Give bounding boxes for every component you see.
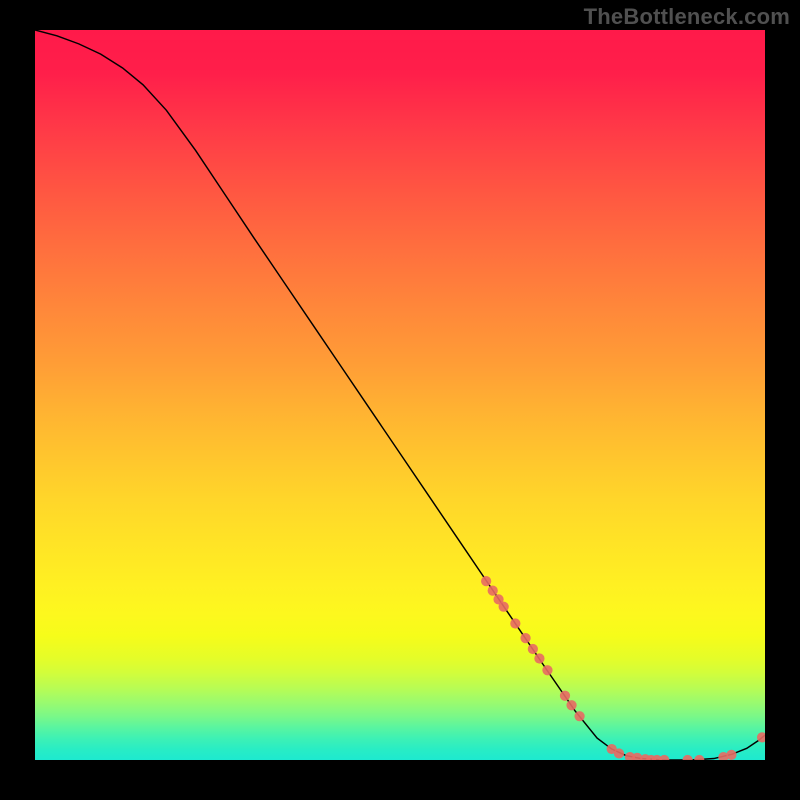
data-marker	[528, 644, 538, 654]
data-marker	[520, 633, 530, 643]
data-marker	[694, 755, 704, 760]
chart-svg	[35, 30, 765, 760]
curve-line	[35, 30, 765, 760]
watermark-text: TheBottleneck.com	[584, 4, 790, 30]
markers-group	[481, 576, 765, 760]
plot-area	[35, 30, 765, 760]
data-marker	[542, 665, 552, 675]
data-marker	[534, 653, 544, 663]
data-marker	[614, 748, 624, 758]
data-marker	[574, 711, 584, 721]
data-marker	[499, 602, 509, 612]
data-marker	[726, 750, 736, 760]
data-marker	[560, 691, 570, 701]
data-marker	[659, 755, 669, 760]
data-marker	[566, 700, 576, 710]
data-marker	[481, 576, 491, 586]
data-marker	[683, 755, 693, 760]
data-marker	[510, 618, 520, 628]
chart-canvas: TheBottleneck.com	[0, 0, 800, 800]
data-marker	[488, 586, 498, 596]
